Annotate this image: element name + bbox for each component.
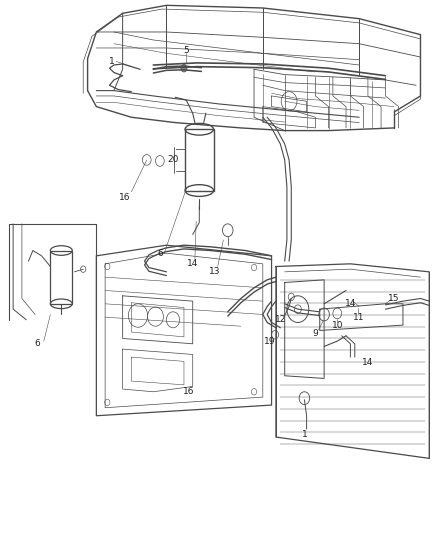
Text: 14: 14 — [345, 300, 356, 308]
Text: 14: 14 — [187, 260, 198, 268]
Text: 12: 12 — [275, 316, 286, 324]
Text: 15: 15 — [389, 294, 400, 303]
Text: 9: 9 — [312, 329, 318, 337]
Text: 6: 6 — [157, 249, 163, 257]
Text: 14: 14 — [362, 358, 374, 367]
Text: 16: 16 — [183, 387, 194, 396]
Circle shape — [181, 64, 187, 72]
Text: 13: 13 — [209, 268, 220, 276]
Text: 5: 5 — [183, 46, 189, 55]
Bar — [50, 251, 72, 304]
Text: 6: 6 — [34, 340, 40, 348]
Text: 20: 20 — [167, 156, 179, 164]
Text: 19: 19 — [264, 337, 275, 345]
Text: 11: 11 — [353, 313, 365, 321]
Bar — [185, 130, 214, 191]
Text: 1: 1 — [301, 430, 307, 439]
Text: 1: 1 — [109, 57, 115, 66]
Text: 10: 10 — [332, 321, 343, 329]
Text: 16: 16 — [119, 193, 131, 201]
